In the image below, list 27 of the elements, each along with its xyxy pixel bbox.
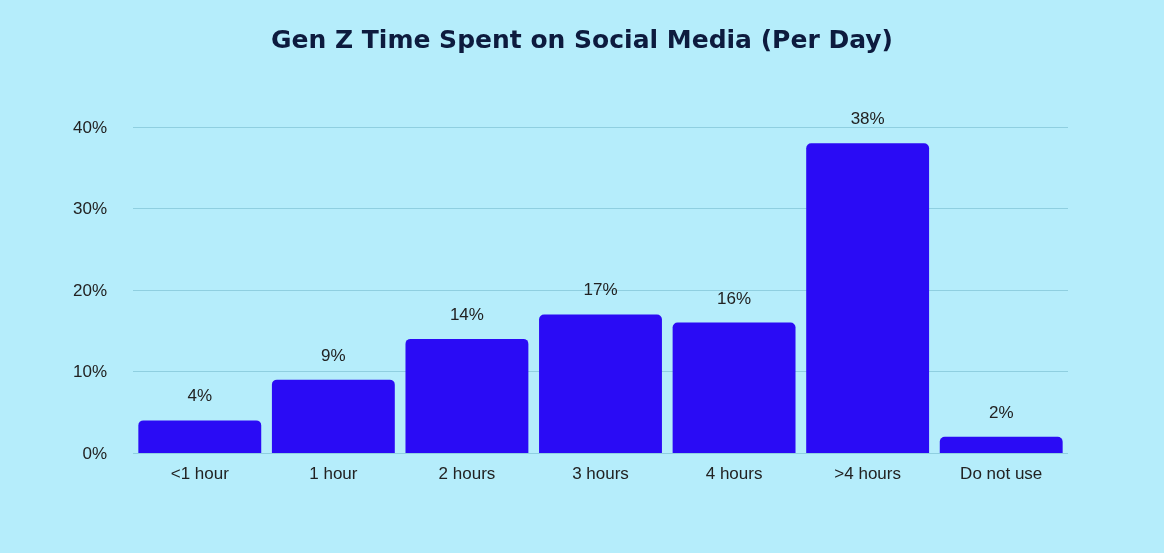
x-tick-label: >4 hours <box>834 464 901 483</box>
y-tick-label: 40% <box>72 117 107 137</box>
y-tick-label: 20% <box>72 280 107 300</box>
bar <box>539 314 662 453</box>
bar <box>405 338 529 453</box>
data-label: 38% <box>850 109 885 129</box>
data-label: 2% <box>988 402 1014 422</box>
chart-title: Gen Z Time Spent on Social Media (Per Day) <box>270 25 894 54</box>
data-label: 9% <box>321 345 346 365</box>
x-tick-label: Do not use <box>960 464 1043 483</box>
x-tick-label: <1 hour <box>170 464 230 483</box>
x-tick-label: 3 hours <box>572 464 629 483</box>
bar <box>271 379 395 453</box>
bar <box>138 420 262 453</box>
bar <box>939 436 1063 453</box>
data-label: 14% <box>449 304 484 324</box>
bar <box>806 143 930 453</box>
data-label: 4% <box>187 386 213 406</box>
x-tick-label: 2 hours <box>438 464 496 483</box>
data-label: 17% <box>583 280 618 300</box>
x-tick-label: 4 hours <box>705 464 763 483</box>
x-tick-label: 1 hour <box>309 464 358 483</box>
bar <box>672 322 796 453</box>
y-tick-label: 30% <box>72 199 107 218</box>
y-tick-label: 0% <box>82 443 107 463</box>
y-tick-label: 10% <box>72 362 107 381</box>
data-label: 16% <box>717 288 752 308</box>
